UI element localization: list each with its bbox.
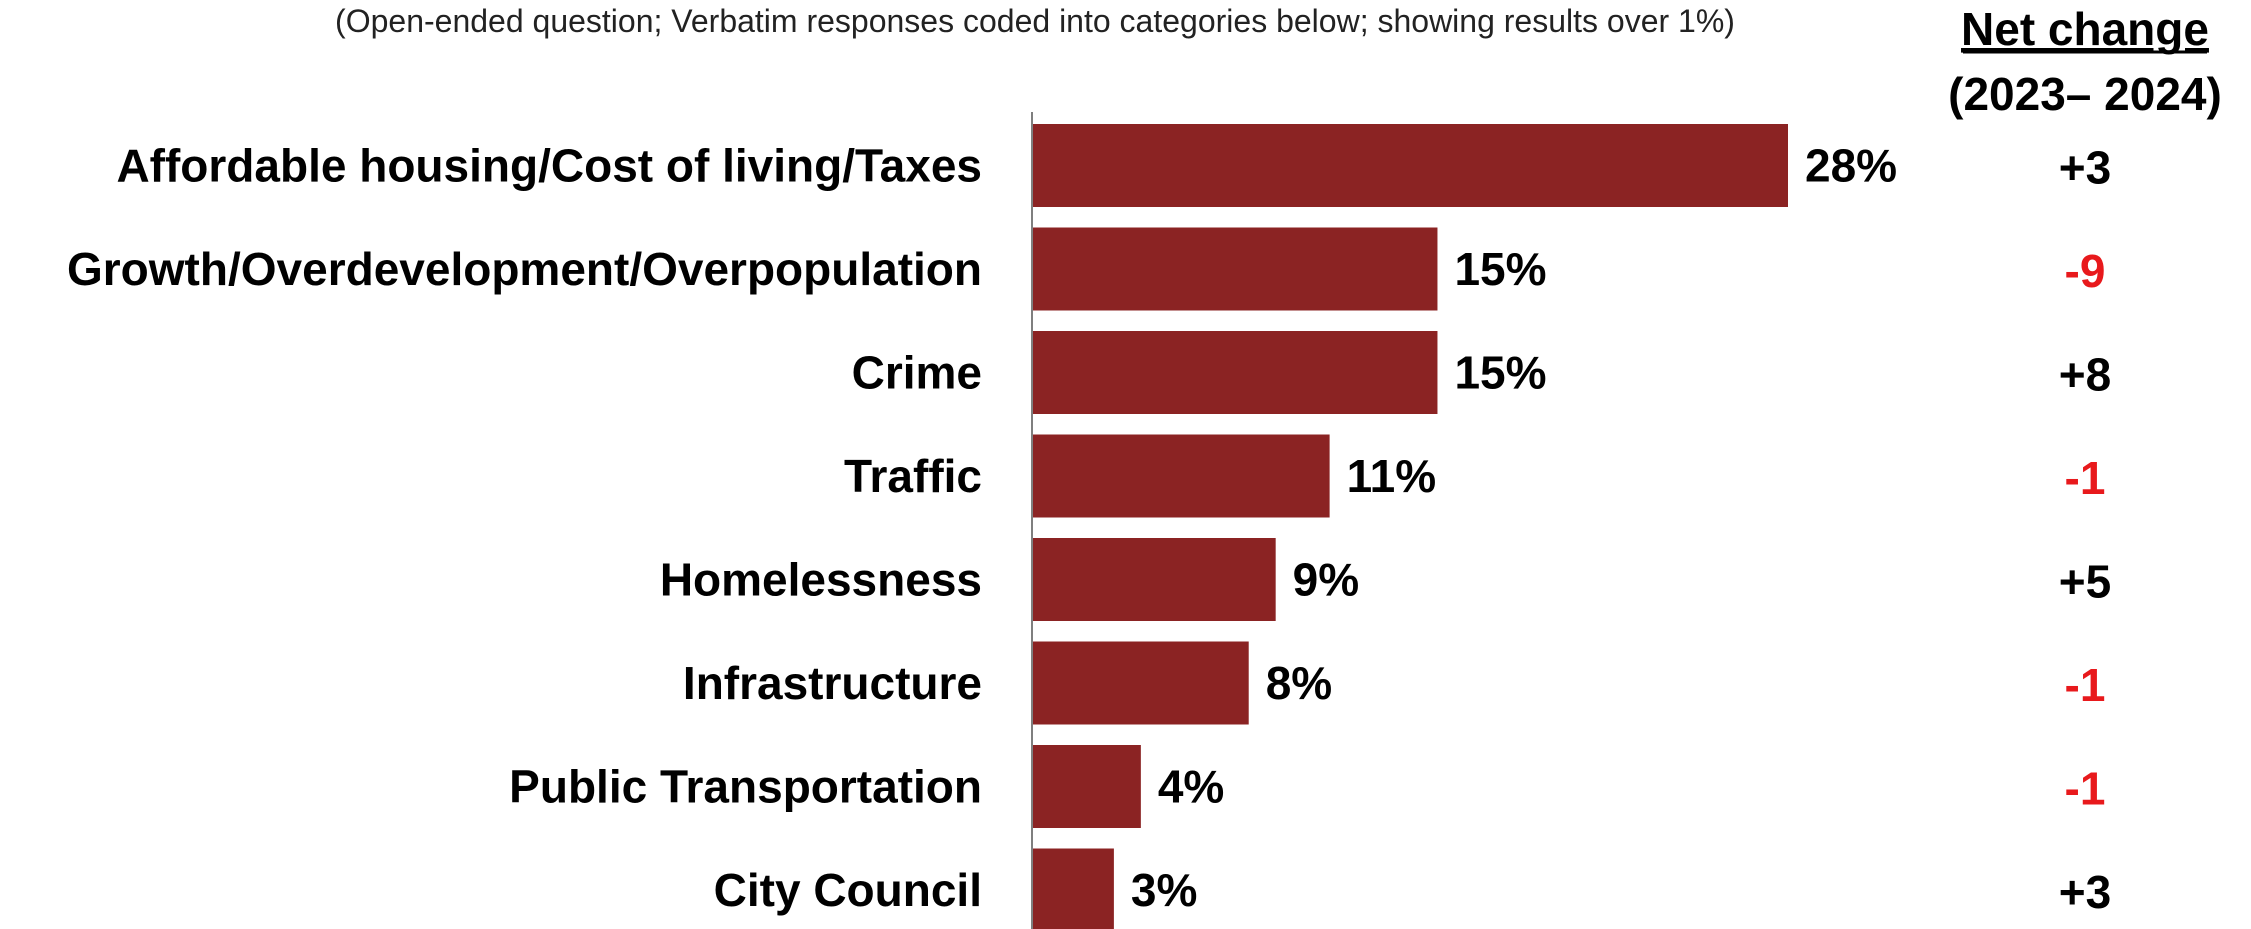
net-change-value: +5 [2059,556,2111,608]
net-change-value: +8 [2059,349,2111,401]
category-label: City Council [714,864,982,916]
bar [1033,124,1788,207]
value-label: 8% [1266,657,1332,709]
category-label: Affordable housing/Cost of living/Taxes [116,140,982,192]
net-change-value: +3 [2059,866,2111,918]
value-label: 15% [1454,243,1546,295]
category-label: Infrastructure [683,657,982,709]
bar [1033,848,1114,929]
bars-group: Affordable housing/Cost of living/Taxes 2… [67,124,2111,929]
net-change-value: -1 [2065,452,2106,504]
net-change-header-line2: (2023– 2024) [1948,68,2222,120]
net-change-value: -1 [2065,659,2106,711]
bar [1033,538,1276,621]
bar [1033,434,1330,518]
value-label: 4% [1158,761,1224,813]
bar [1033,331,1438,414]
category-label: Growth/Overdevelopment/Overpopulation [67,243,982,295]
category-label: Crime [852,347,982,399]
value-label: 9% [1293,554,1359,606]
net-change-header: Net change (2023– 2024) [1948,3,2222,120]
bar [1033,227,1438,311]
net-change-value: -9 [2065,245,2106,297]
chart-subtitle: (Open-ended question; Verbatim responses… [335,3,1735,39]
net-change-header-line1: Net change [1961,3,2209,55]
bar [1033,745,1141,828]
net-change-value: +3 [2059,142,2111,194]
value-label: 28% [1805,140,1897,192]
category-label: Traffic [844,450,982,502]
bar [1033,641,1249,725]
value-label: 11% [1347,450,1437,502]
value-label: 3% [1131,864,1197,916]
category-label: Homelessness [660,554,982,606]
category-label: Public Transportation [509,761,982,813]
value-label: 15% [1454,347,1546,399]
net-change-value: -1 [2065,763,2106,815]
